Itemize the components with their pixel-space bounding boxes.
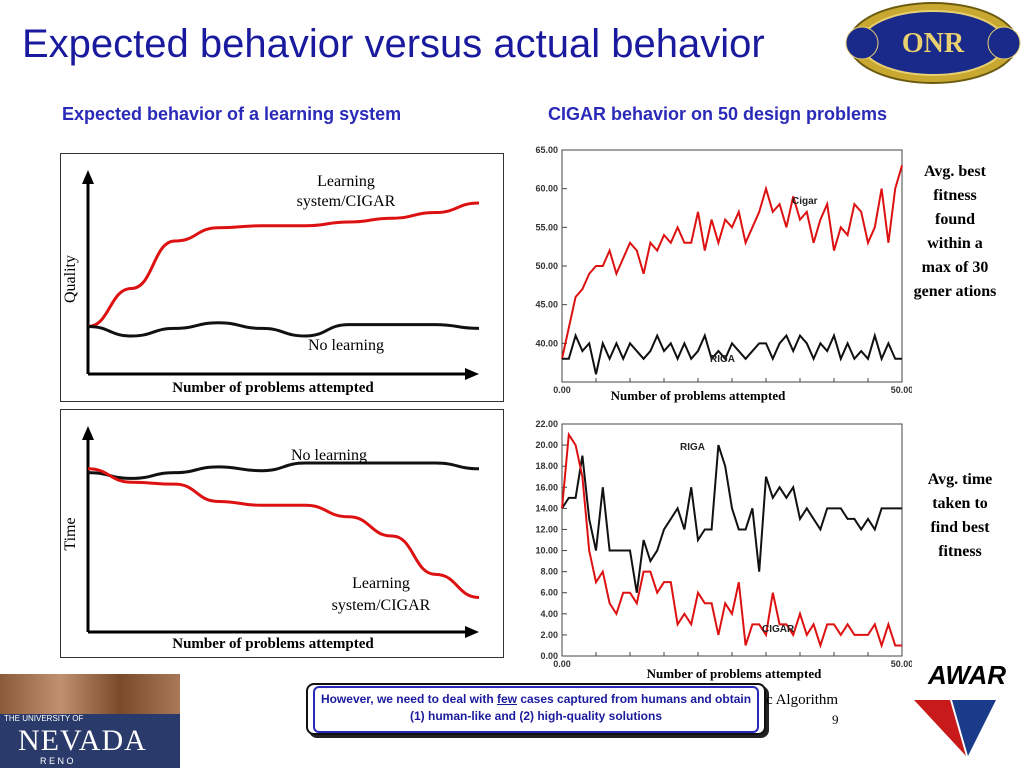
- fitness-ytick-label-5: 65.00: [535, 145, 558, 155]
- time-ylabel: Time: [62, 517, 79, 550]
- gentime-series-cigar: [561, 431, 902, 649]
- fitness-label-cigar: Cigar: [792, 196, 818, 207]
- spawar-logo: AWAR: [874, 660, 1024, 768]
- fitness-series-riga: [562, 332, 902, 375]
- callout-box: However, we need to deal with few cases …: [313, 686, 759, 733]
- fitness-label-riga: RIGA: [710, 354, 735, 365]
- time-annotation-learning: Learning system/CIGAR: [332, 575, 431, 614]
- quality-series-1: [87, 321, 480, 338]
- left-heading: Expected behavior of a learning system: [62, 104, 402, 124]
- gentime-ytick-label-1: 2.00: [540, 630, 558, 640]
- gentime-frame: [561, 423, 903, 657]
- callout-text-after: cases captured from humans and obtain (1…: [409, 692, 752, 723]
- time-xlabel: Number of problems attempted: [172, 636, 374, 652]
- gentime-label-cigar: CIGAR: [762, 624, 795, 635]
- fitness-frame: [561, 149, 903, 383]
- time-y-arrow: [82, 426, 94, 440]
- gentime-ytick-label-4: 8.00: [540, 567, 558, 577]
- footer-partial-text: c Algorithm: [766, 692, 839, 708]
- time-chart: Time Number of problems attempted No lea…: [60, 409, 504, 658]
- gentime-ytick-label-6: 12.00: [535, 524, 558, 534]
- quality-annotation-nolearning: No learning: [308, 337, 384, 354]
- gentime-ytick-label-7: 14.00: [535, 503, 558, 513]
- slide-title: Expected behavior versus actual behavior: [22, 22, 765, 66]
- time-series-0: [87, 461, 480, 480]
- quality-series-0: [87, 201, 480, 328]
- gentime-ytick-label-2: 4.00: [540, 609, 558, 619]
- page-number: 9: [832, 712, 839, 727]
- gentime-ytick-label-11: 22.00: [535, 419, 558, 429]
- gen-time-xlabel: Number of problems attempted: [647, 666, 822, 681]
- fitness-xtick-label-1: 50.00: [891, 385, 912, 395]
- onr-seal-logo: ONR: [845, 2, 1021, 84]
- gentime-ytick-label-10: 20.00: [535, 440, 558, 450]
- fitness-ytick-label-2: 50.00: [535, 261, 558, 271]
- gentime-ytick-label-9: 18.00: [535, 461, 558, 471]
- gen-time-chart: 0.00 2.00 4.00 6.00 8.00 10.00 12.00 14.00 16.00…: [535, 419, 912, 681]
- fitness-note: Avg. best fitness found within a max of …: [913, 163, 997, 300]
- quality-chart: Quality Number of problems attempted Lea…: [60, 153, 504, 402]
- quality-y-arrow: [82, 170, 94, 184]
- fitness-series-cigar: [561, 165, 903, 360]
- time-x-arrow: [465, 626, 479, 638]
- gentime-ytick-label-0: 0.00: [540, 651, 558, 661]
- fitness-ytick-label-4: 60.00: [535, 184, 558, 194]
- gentime-ytick-label-3: 6.00: [540, 588, 558, 598]
- fitness-ytick-label-1: 45.00: [535, 300, 558, 310]
- time-series-1: [87, 467, 480, 599]
- nevada-logo: THE UNIVERSITY OF NEVADA R E N O: [0, 674, 180, 768]
- fitness-xlabel: Number of problems attempted: [611, 388, 786, 403]
- quality-annotation-learning: Learning system/CIGAR: [297, 173, 396, 210]
- fitness-xtick-label-0: 0.00: [553, 385, 571, 395]
- gentime-ytick-label-8: 16.00: [535, 482, 558, 492]
- fitness-ytick-label-0: 40.00: [535, 338, 558, 348]
- gentime-ytick-label-5: 10.00: [535, 546, 558, 556]
- fitness-ytick-label-3: 55.00: [535, 222, 558, 232]
- gentime-series-riga: [561, 444, 902, 593]
- quality-ylabel: Quality: [62, 255, 79, 303]
- svg-text:ONR: ONR: [902, 28, 965, 59]
- gentime-xtick-label-1: 50.00: [891, 659, 912, 669]
- time-note: Avg. time taken to find best fitness: [927, 471, 993, 560]
- gentime-label-riga: RIGA: [680, 442, 705, 453]
- callout-emphasis: few: [496, 692, 517, 706]
- time-annotation-nolearning: No learning: [291, 447, 367, 464]
- right-heading: CIGAR behavior on 50 design problems: [548, 104, 888, 124]
- quality-x-arrow: [465, 368, 479, 380]
- quality-xlabel: Number of problems attempted: [172, 380, 374, 396]
- callout-text-before: However, we need to deal with: [320, 692, 497, 706]
- gentime-xtick-label-0: 0.00: [553, 659, 571, 669]
